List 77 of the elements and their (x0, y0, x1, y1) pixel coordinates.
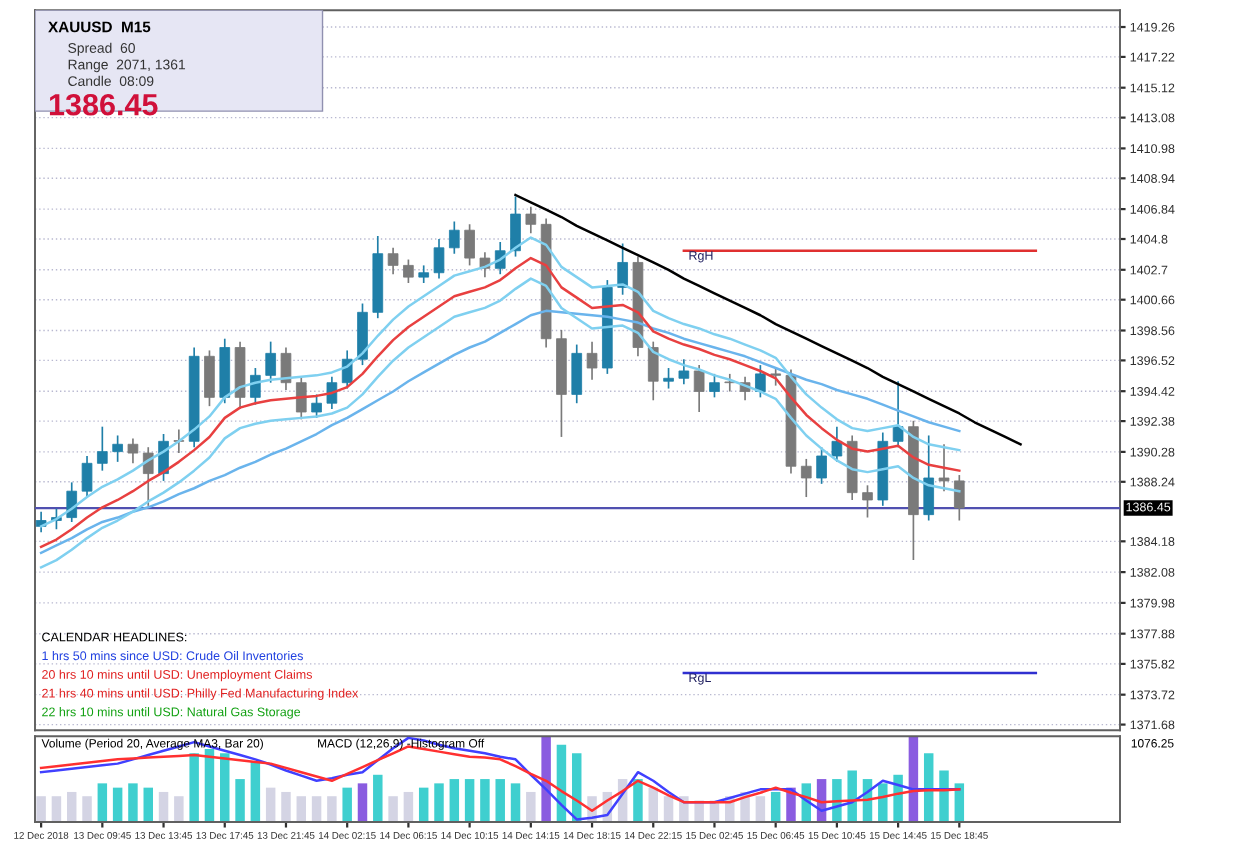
candlestick (403, 258, 414, 284)
bar (403, 791, 414, 822)
candlestick (510, 195, 521, 258)
candlestick (97, 425, 108, 472)
bar (878, 783, 888, 822)
bar (847, 770, 857, 822)
bar (480, 779, 490, 822)
candlestick (954, 474, 965, 522)
bar (97, 783, 108, 822)
candlestick (204, 349, 215, 407)
candlestick (81, 455, 93, 498)
bar (143, 787, 153, 822)
candlestick (250, 367, 261, 406)
bar (204, 749, 215, 822)
annotation: 1386.45 (49, 93, 158, 116)
bar (434, 783, 444, 822)
candlestick (112, 434, 123, 463)
candlestick (387, 246, 399, 276)
candlestick (693, 364, 705, 413)
candlestick (265, 340, 276, 384)
bar (939, 770, 949, 822)
candlestick (525, 205, 537, 234)
candlestick (816, 446, 827, 485)
candlestick (433, 238, 445, 280)
candlestick (800, 458, 812, 498)
candlestick (831, 425, 843, 463)
candlestick (647, 340, 659, 402)
bar (342, 787, 352, 822)
bar (633, 779, 643, 822)
bar (526, 791, 536, 822)
bar (449, 779, 460, 822)
bar (495, 779, 505, 822)
candlestick (142, 446, 154, 507)
bar (112, 787, 123, 822)
bar (373, 774, 383, 822)
candlestick (448, 220, 460, 255)
bar (189, 753, 199, 822)
candlestick (617, 242, 628, 296)
bar (755, 796, 766, 822)
candlestick (357, 302, 368, 366)
bar (296, 796, 307, 822)
candlestick (571, 343, 583, 405)
bar (158, 791, 169, 822)
bar (128, 783, 138, 822)
bar (357, 783, 368, 822)
bar (281, 791, 291, 822)
bar (36, 796, 46, 822)
bar (770, 791, 781, 822)
bar (82, 796, 92, 822)
bar (327, 796, 337, 822)
bar (464, 779, 475, 822)
candlestick (938, 443, 950, 493)
candlestick (586, 340, 598, 381)
candlestick (923, 434, 935, 522)
bar (541, 736, 551, 822)
candlestick (127, 437, 139, 465)
bar (51, 796, 62, 822)
bar (220, 753, 230, 822)
candlestick (66, 481, 78, 523)
bar (265, 787, 276, 822)
bar (250, 761, 261, 822)
bar (311, 796, 322, 822)
bar (510, 783, 521, 822)
candlestick (892, 380, 904, 449)
line-series (39, 309, 961, 555)
bar (235, 779, 245, 822)
candlestick (755, 364, 766, 399)
bar (66, 791, 77, 822)
candlestick (280, 346, 292, 391)
line-series (514, 193, 1022, 446)
candlestick (678, 358, 690, 385)
candlestick (464, 223, 475, 267)
candlestick (663, 367, 674, 390)
bar (418, 787, 429, 822)
bar (174, 796, 184, 822)
bar (388, 796, 398, 822)
candlestick (862, 484, 873, 519)
